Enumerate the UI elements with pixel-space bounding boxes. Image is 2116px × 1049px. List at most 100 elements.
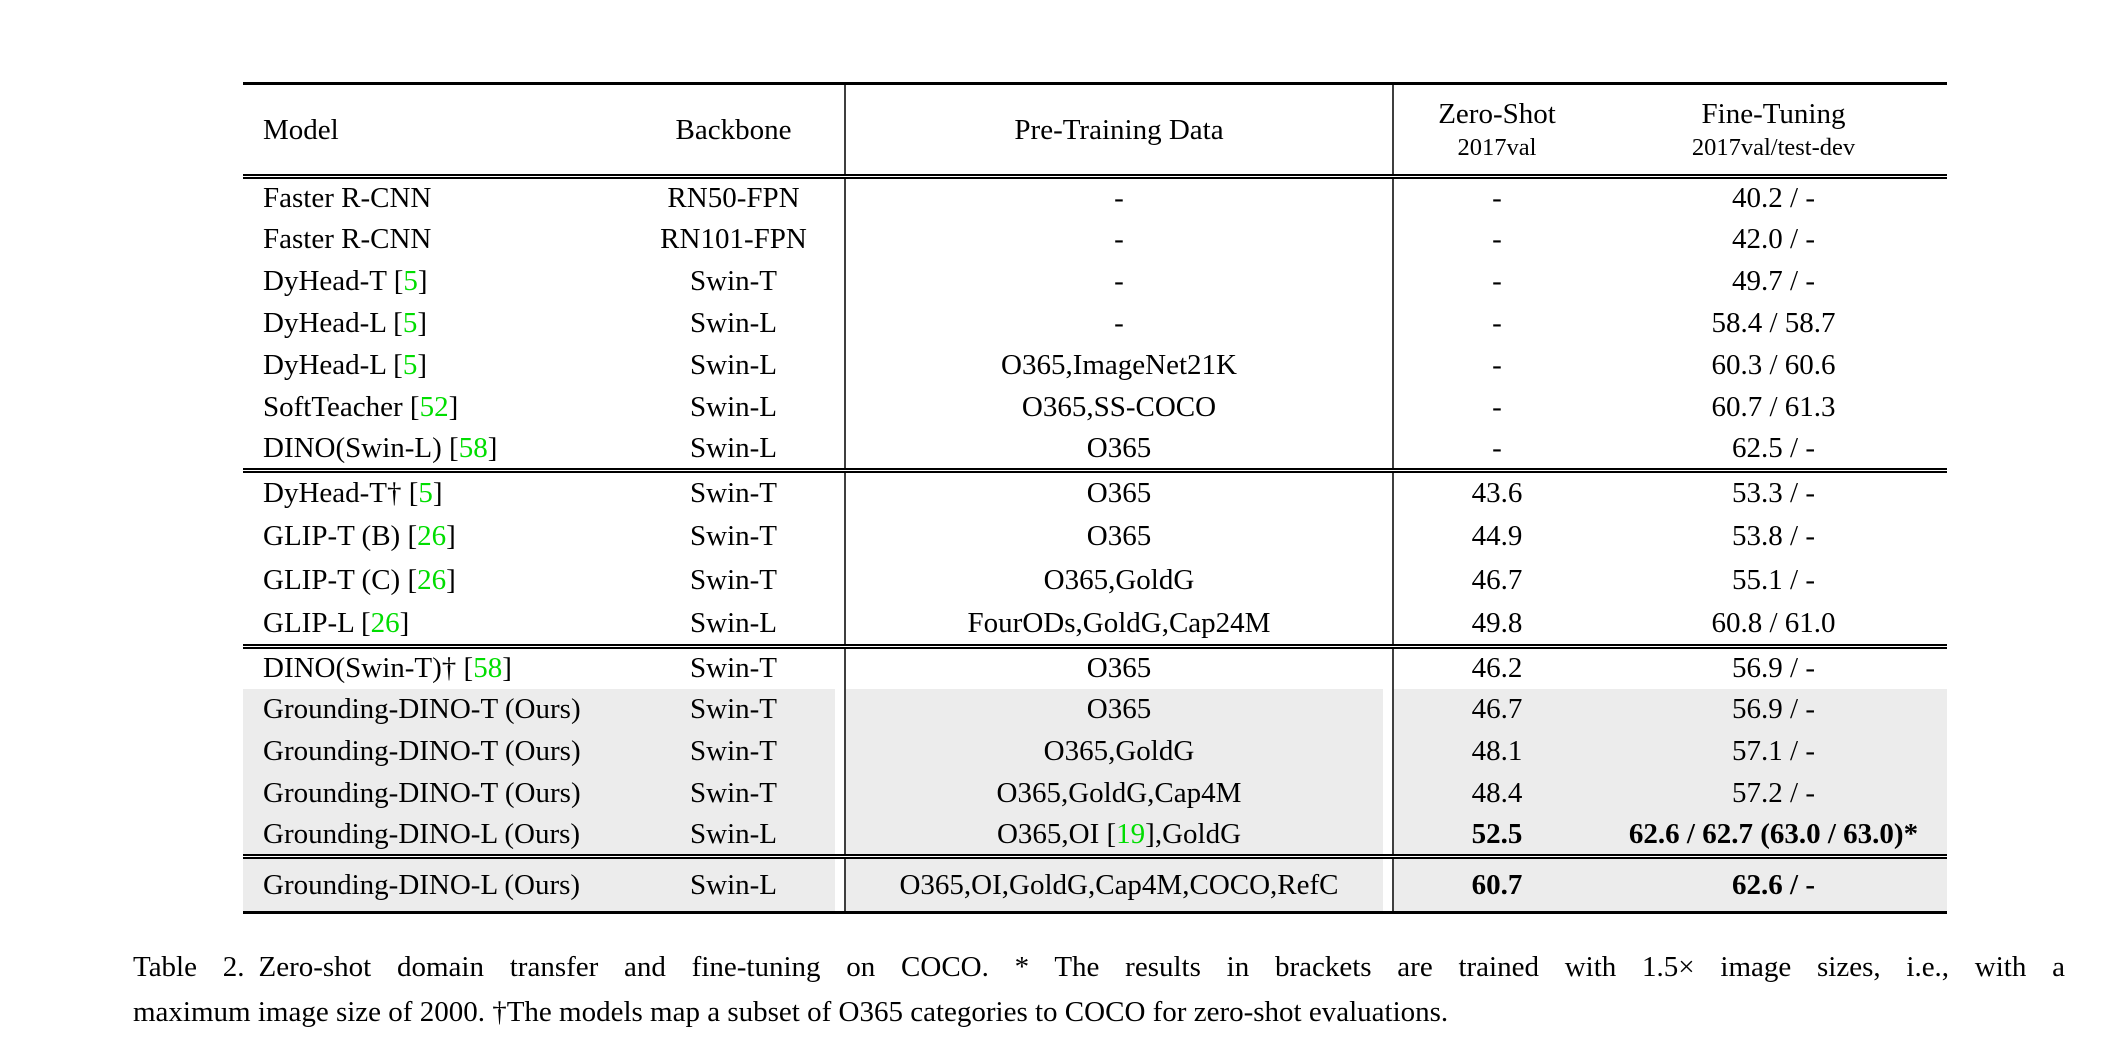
header-zero-shot-title: Zero-Shot bbox=[1438, 97, 1556, 130]
table-header: Model Backbone Pre-Training Data Zero-Sh… bbox=[243, 83, 1947, 177]
cell-pretrain: - bbox=[844, 218, 1393, 261]
cell-zero: - bbox=[1392, 260, 1600, 303]
table-row: DyHead-T [5] Swin-T - - 49.7 / - bbox=[243, 260, 1947, 303]
header-fine-tuning: Fine-Tuning 2017val/test-dev bbox=[1600, 84, 1947, 177]
citation-ref: 26 bbox=[417, 520, 447, 552]
citation-ref: 26 bbox=[370, 606, 400, 639]
header-fine-tuning-subtitle: 2017val/test-dev bbox=[1691, 133, 1856, 161]
table-row: DyHead-T† [5] Swin-T O365 43.6 53.3 / - bbox=[243, 470, 1947, 515]
cell-zero: 48.4 bbox=[1392, 772, 1600, 815]
caption-line-1: Table 2. Zero-shot domain transfer and fi… bbox=[133, 945, 2065, 990]
cell-fine: 56.9 / - bbox=[1732, 652, 1815, 685]
cell-zero: - bbox=[1392, 218, 1600, 261]
caption-label: Table 2. bbox=[133, 951, 245, 983]
cell-fine: 42.0 / - bbox=[1732, 223, 1815, 255]
citation-ref: 5 bbox=[402, 307, 418, 339]
table-row: Faster R-CNN RN50-FPN - - 40.2 / - bbox=[243, 176, 1947, 219]
cell-pretrain: O365,GoldG bbox=[844, 558, 1393, 603]
table-block-3: DINO(Swin-T)† [58] Swin-T O365 46.2 56.9 / -… bbox=[243, 646, 1947, 857]
cell-pretrain: O365,GoldG,Cap4M bbox=[844, 772, 1393, 815]
caption-line-1-text: Zero-shot domain transfer and fine-tunin… bbox=[258, 951, 2066, 983]
cell-pretrain: - bbox=[844, 176, 1393, 219]
cell-model: Grounding-DINO-T (Ours) bbox=[243, 730, 623, 773]
table-row: Grounding-DINO-T (Ours) Swin-T O365,GoldG,… bbox=[243, 772, 1947, 815]
cell-pretrain: O365,SS-COCO bbox=[844, 386, 1393, 429]
results-table: Model Backbone Pre-Training Data Zero-Sh… bbox=[243, 82, 1947, 914]
cell-zero: 46.2 bbox=[1392, 646, 1600, 689]
cell-back: Swin-T bbox=[690, 520, 777, 552]
cell-back: Swin-T bbox=[623, 730, 845, 773]
cell-back: Swin-L bbox=[690, 391, 777, 423]
header-pretraining-data: Pre-Training Data bbox=[844, 83, 1393, 177]
cell-model: DyHead-L [5] bbox=[263, 349, 428, 381]
cell-model: DyHead-T† [5] bbox=[263, 477, 443, 510]
cell-zero: - bbox=[1392, 302, 1600, 345]
table-row: DyHead-L [5] Swin-L O365,ImageNet21K - 60.3 … bbox=[243, 344, 1947, 387]
cell-zero: 43.6 bbox=[1392, 470, 1600, 515]
table-row: Faster R-CNN RN101-FPN - - 42.0 / - bbox=[243, 218, 1947, 261]
cell-fine: 60.7 / 61.3 bbox=[1711, 391, 1836, 423]
cell-model: DINO(Swin-L) [58] bbox=[263, 431, 498, 464]
cell-back: Swin-T bbox=[623, 688, 845, 731]
cell-model: Grounding-DINO-T (Ours) bbox=[243, 772, 623, 815]
cell-pretrain: O365,OI,GoldG,Cap4M,COCO,RefC bbox=[844, 856, 1393, 913]
cell-fine: 55.1 / - bbox=[1732, 564, 1815, 596]
cell-fine: 58.4 / 58.7 bbox=[1711, 307, 1836, 339]
cell-back: Swin-T bbox=[690, 564, 777, 596]
header-model: Model bbox=[243, 84, 623, 177]
cell-zero: 46.7 bbox=[1392, 688, 1600, 731]
header-model-label: Model bbox=[263, 113, 339, 146]
cell-model: SoftTeacher [52] bbox=[263, 391, 459, 423]
table-block-4: Grounding-DINO-L (Ours) Swin-L O365,OI,Gol… bbox=[243, 856, 1947, 913]
cell-back: Swin-L bbox=[690, 606, 777, 639]
cell-pretrain: FourODs,GoldG,Cap24M bbox=[844, 602, 1393, 647]
table-block-1: Faster R-CNN RN50-FPN - -40.2 / - Faster R-C… bbox=[243, 176, 1947, 471]
cell-back: Swin-L bbox=[690, 431, 777, 464]
cell-pretrain: O365 bbox=[844, 688, 1393, 731]
cell-fine: 57.2 / - bbox=[1600, 772, 1947, 815]
cell-back: Swin-T bbox=[690, 652, 777, 685]
cell-pretrain: O365 bbox=[844, 514, 1393, 559]
cell-model: GLIP-L [26] bbox=[263, 606, 410, 639]
table-row: Grounding-DINO-L (Ours) Swin-L O365,OI [19… bbox=[243, 814, 1947, 857]
table-row: DINO(Swin-L) [58] Swin-L O365- 62.5 / - bbox=[243, 428, 1947, 471]
table-row: GLIP-L [26] Swin-L FourODs,GoldG,Cap24M 49.… bbox=[243, 602, 1947, 647]
header-row: Model Backbone Pre-Training Data Zero-Sh… bbox=[243, 83, 1947, 177]
cell-pretrain: O365,GoldG bbox=[844, 730, 1393, 773]
cell-back: RN101-FPN bbox=[660, 223, 807, 255]
cell-fine: 60.8 / 61.0 bbox=[1711, 606, 1836, 639]
cell-fine: 49.7 / - bbox=[1732, 265, 1815, 297]
header-zero-shot-subtitle: 2017val bbox=[1457, 133, 1537, 161]
cell-fine: 57.1 / - bbox=[1600, 730, 1947, 773]
table-block-2: DyHead-T† [5] Swin-T O365 43.6 53.3 / - GLIP-… bbox=[243, 470, 1947, 647]
cell-fine: 62.6 / 62.7 (63.0 / 63.0)* bbox=[1600, 814, 1947, 857]
citation-ref: 5 bbox=[418, 477, 433, 510]
cell-model: Faster R-CNN bbox=[263, 182, 432, 215]
table-row: GLIP-T (B) [26] Swin-T O365 44.9 53.8 / - bbox=[243, 514, 1947, 559]
header-pretraining-label: Pre-Training Data bbox=[1014, 113, 1224, 146]
cell-fine: 62.5 / - bbox=[1732, 431, 1815, 464]
header-fine-tuning-title: Fine-Tuning bbox=[1701, 97, 1846, 130]
header-zero-shot: Zero-Shot 2017val bbox=[1392, 83, 1600, 177]
cell-back: Swin-T bbox=[690, 477, 777, 510]
table-row: GLIP-T (C) [26] Swin-T O365,GoldG 46.7 55.1 … bbox=[243, 558, 1947, 603]
results-table-container: Model Backbone Pre-Training Data Zero-Sh… bbox=[243, 82, 1947, 914]
cell-back: Swin-T bbox=[623, 772, 845, 815]
cell-back: RN50-FPN bbox=[667, 182, 800, 215]
cell-pretrain: O365 bbox=[844, 428, 1393, 471]
cell-model: DINO(Swin-T)† [58] bbox=[263, 652, 512, 685]
cell-pretrain: O365,OI [19],GoldG bbox=[844, 814, 1393, 857]
cell-fine: 40.2 / - bbox=[1732, 182, 1815, 215]
cell-back: Swin-T bbox=[690, 265, 777, 297]
cell-pretrain: O365 bbox=[844, 470, 1393, 515]
cell-fine: 56.9 / - bbox=[1600, 688, 1947, 731]
table-row: DyHead-L [5] Swin-L - - 58.4 / 58.7 bbox=[243, 302, 1947, 345]
cell-zero: 48.1 bbox=[1392, 730, 1600, 773]
table-row: SoftTeacher [52] Swin-L O365,SS-COCO - 60.7 … bbox=[243, 386, 1947, 429]
table-row: Grounding-DINO-T (Ours) Swin-T O365,GoldG 4… bbox=[243, 730, 1947, 773]
cell-model: Grounding-DINO-L (Ours) bbox=[243, 814, 623, 857]
cell-back: Swin-L bbox=[690, 307, 777, 339]
header-backbone: Backbone bbox=[623, 84, 845, 177]
cell-fine: 53.3 / - bbox=[1732, 477, 1815, 510]
cell-zero: 44.9 bbox=[1392, 514, 1600, 559]
